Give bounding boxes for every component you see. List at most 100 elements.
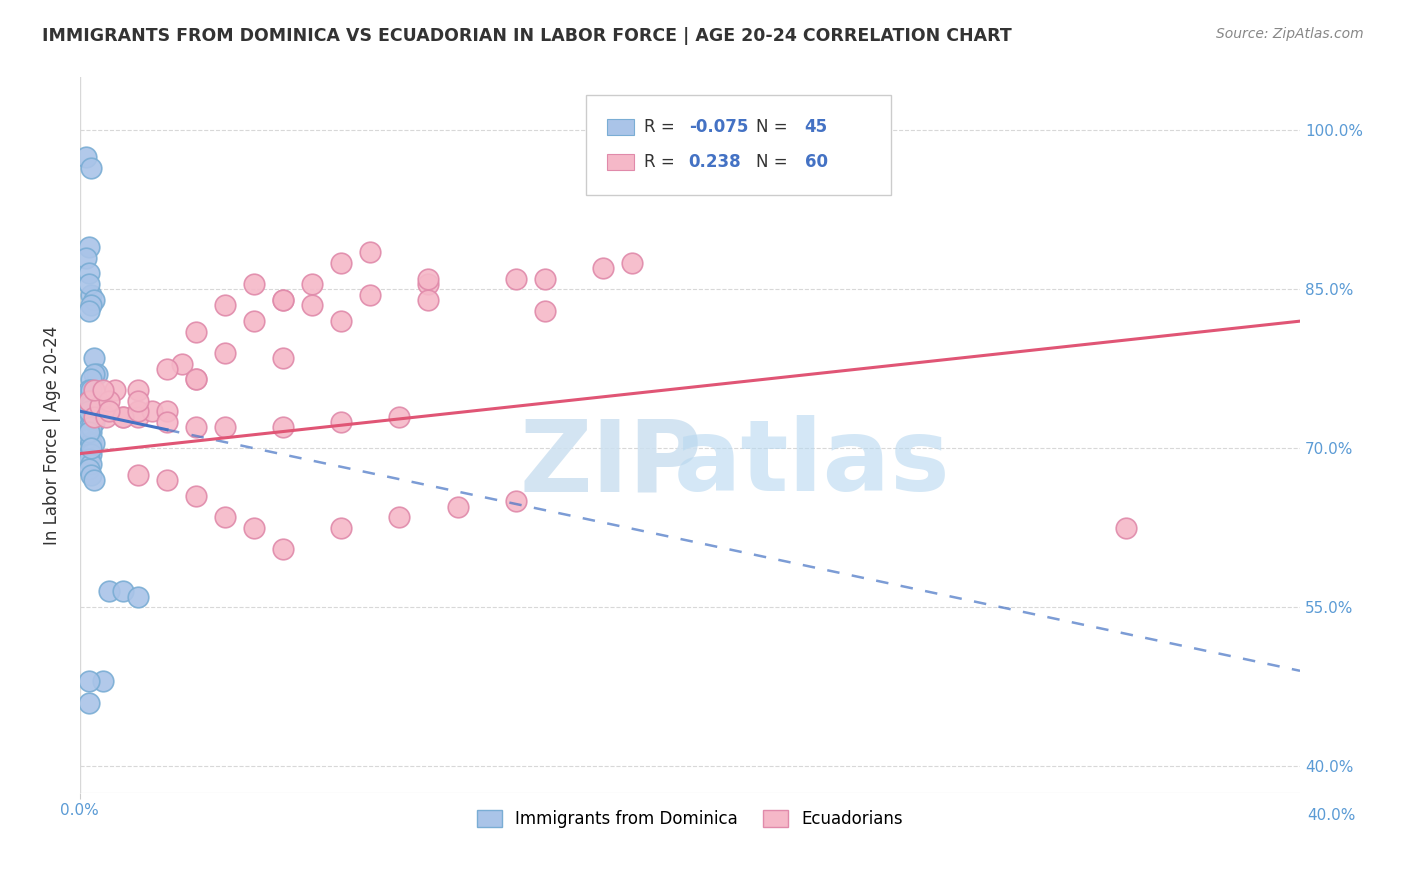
Point — [77, 696, 100, 710]
Point — [94, 409, 117, 424]
Point — [80, 383, 103, 397]
Text: 40.0%: 40.0% — [1308, 808, 1355, 823]
Point — [330, 521, 353, 535]
Point — [80, 298, 103, 312]
Point — [388, 409, 411, 424]
Point — [127, 467, 149, 482]
Point — [77, 240, 100, 254]
Point — [97, 404, 120, 418]
Point — [80, 409, 103, 424]
Point — [75, 150, 97, 164]
Point — [80, 287, 103, 301]
Point — [127, 404, 149, 418]
Point — [83, 436, 105, 450]
Point — [184, 372, 207, 386]
Text: IMMIGRANTS FROM DOMINICA VS ECUADORIAN IN LABOR FORCE | AGE 20-24 CORRELATION CH: IMMIGRANTS FROM DOMINICA VS ECUADORIAN I… — [42, 27, 1012, 45]
Point — [505, 272, 527, 286]
Point — [184, 489, 207, 503]
Point — [97, 393, 120, 408]
Text: R =: R = — [644, 153, 679, 171]
Point — [75, 251, 97, 265]
Point — [112, 409, 135, 424]
Point — [77, 451, 100, 466]
Text: Source: ZipAtlas.com: Source: ZipAtlas.com — [1216, 27, 1364, 41]
Point — [156, 415, 179, 429]
Point — [77, 303, 100, 318]
Point — [80, 442, 103, 456]
Point — [243, 521, 266, 535]
Point — [80, 393, 103, 408]
Point — [1115, 521, 1137, 535]
Point — [170, 357, 193, 371]
Point — [418, 293, 440, 307]
Text: N =: N = — [756, 153, 793, 171]
Point — [214, 298, 236, 312]
Point — [184, 372, 207, 386]
Point — [83, 383, 105, 397]
Point — [446, 500, 468, 514]
Point — [75, 409, 97, 424]
Point — [80, 436, 103, 450]
Point — [418, 272, 440, 286]
Point — [156, 361, 179, 376]
Point — [83, 393, 105, 408]
Point — [184, 420, 207, 434]
Point — [243, 277, 266, 291]
Point — [301, 298, 323, 312]
Point — [156, 404, 179, 418]
Point — [77, 425, 100, 440]
Text: 45: 45 — [804, 118, 828, 136]
Point — [271, 351, 294, 366]
Text: atlas: atlas — [673, 415, 950, 512]
Point — [127, 393, 149, 408]
Point — [271, 541, 294, 556]
Point — [127, 409, 149, 424]
Point — [77, 404, 100, 418]
Point — [80, 425, 103, 440]
Point — [77, 462, 100, 476]
Y-axis label: In Labor Force | Age 20-24: In Labor Force | Age 20-24 — [44, 326, 60, 545]
Point — [330, 256, 353, 270]
Point — [77, 277, 100, 291]
Point — [359, 287, 381, 301]
Point — [271, 293, 294, 307]
Text: -0.075: -0.075 — [689, 118, 748, 136]
Text: R =: R = — [644, 118, 679, 136]
Point — [388, 510, 411, 524]
Point — [83, 409, 105, 424]
Point — [97, 584, 120, 599]
Legend: Immigrants from Dominica, Ecuadorians: Immigrants from Dominica, Ecuadorians — [470, 803, 910, 834]
FancyBboxPatch shape — [607, 154, 634, 169]
Point — [214, 420, 236, 434]
Point — [80, 161, 103, 175]
Point — [330, 314, 353, 328]
Point — [301, 277, 323, 291]
Point — [533, 272, 555, 286]
Point — [77, 383, 100, 397]
Point — [104, 383, 127, 397]
Point — [214, 346, 236, 360]
Point — [184, 325, 207, 339]
Point — [83, 367, 105, 381]
Point — [127, 383, 149, 397]
Text: N =: N = — [756, 118, 793, 136]
Point — [271, 420, 294, 434]
Point — [156, 473, 179, 487]
Point — [83, 415, 105, 429]
Point — [80, 457, 103, 471]
Point — [91, 383, 114, 397]
Point — [141, 404, 163, 418]
Point — [77, 674, 100, 689]
FancyBboxPatch shape — [607, 119, 634, 135]
Text: 60: 60 — [804, 153, 828, 171]
Point — [91, 674, 114, 689]
Point — [77, 420, 100, 434]
Point — [80, 372, 103, 386]
Point — [77, 393, 100, 408]
Point — [418, 277, 440, 291]
Text: 0.238: 0.238 — [689, 153, 741, 171]
Point — [77, 399, 100, 413]
Point — [592, 261, 614, 276]
Point — [77, 267, 100, 281]
Point — [214, 510, 236, 524]
